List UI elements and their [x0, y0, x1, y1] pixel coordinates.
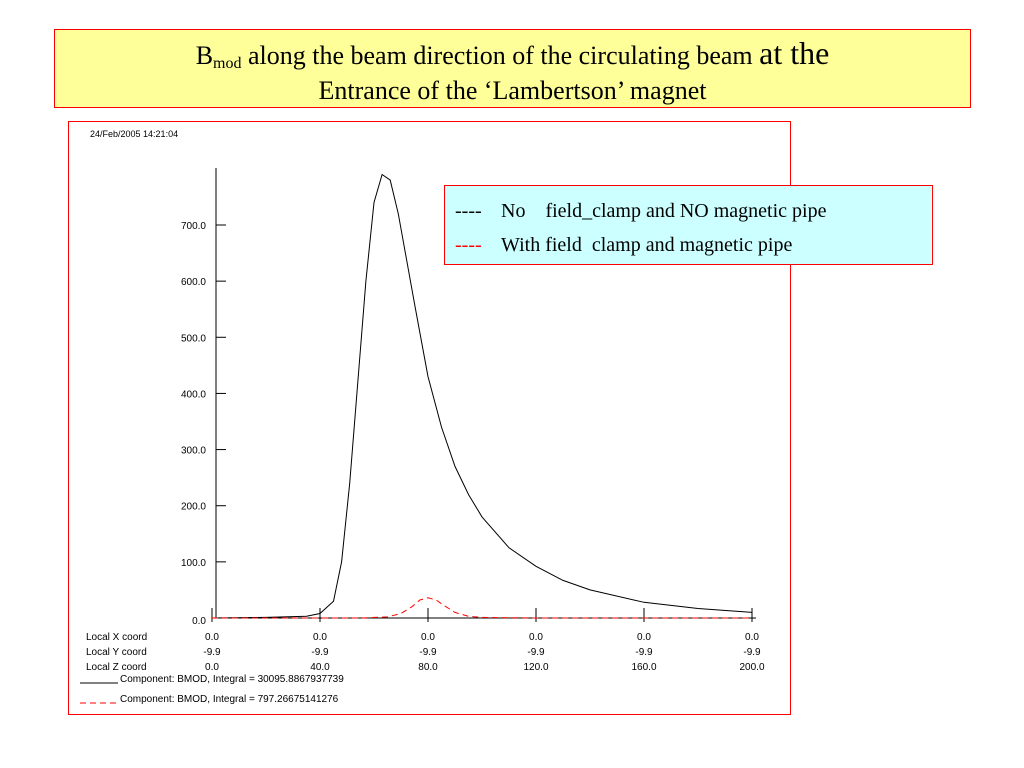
y-tick-label: 200.0 [181, 502, 206, 513]
coord-value: 0.0 [313, 632, 327, 643]
title-line1-text: along the beam direction of the circulat… [241, 41, 760, 70]
title-b-letter: B [195, 41, 214, 70]
legend-row-no-clamp: ---- No field_clamp and NO magnetic pipe [455, 198, 826, 224]
y-tick-label: 500.0 [181, 333, 206, 344]
coord-value: 0.0 [529, 632, 543, 643]
coord-value: -9.9 [419, 647, 437, 658]
title-line-2: Entrance of the ‘Lambertson’ magnet [318, 76, 707, 105]
title-b-subscript: mod [213, 55, 242, 72]
legend-marker-red: ---- [455, 234, 482, 256]
coord-value: 200.0 [739, 662, 764, 673]
coord-row-label: Local Y coord [86, 647, 147, 658]
coord-value: 0.0 [205, 662, 219, 673]
title-line-1: Bmod along the beam direction of the cir… [55, 35, 970, 79]
coord-row-label: Local Z coord [86, 662, 147, 673]
coord-value: 0.0 [421, 632, 435, 643]
y-tick-label: 100.0 [181, 558, 206, 569]
coord-row-label: Local X coord [86, 632, 147, 643]
legend-marker-black: ---- [455, 200, 482, 222]
coord-value: 0.0 [637, 632, 651, 643]
coord-value: 80.0 [418, 662, 438, 673]
coord-value: 40.0 [310, 662, 330, 673]
coord-value: 160.0 [631, 662, 656, 673]
y-tick-label: 700.0 [181, 221, 206, 232]
coord-value: -9.9 [743, 647, 761, 658]
legend-row-with-clamp: ---- With field clamp and magnetic pipe [455, 232, 792, 258]
legend-label-no-clamp: No field_clamp and NO magnetic pipe [501, 200, 827, 222]
coord-value: -9.9 [635, 647, 653, 658]
coord-value: 0.0 [205, 632, 219, 643]
coord-value: -9.9 [527, 647, 545, 658]
chart-timestamp: 24/Feb/2005 14:21:04 [90, 129, 178, 139]
coord-value: 120.0 [523, 662, 548, 673]
coord-value: -9.9 [203, 647, 221, 658]
legend-box: ---- No field_clamp and NO magnetic pipe … [444, 185, 933, 265]
title-line1-big: at the [759, 35, 830, 71]
coord-value: 0.0 [745, 632, 759, 643]
slide-title-box: Bmod along the beam direction of the cir… [54, 29, 971, 108]
y-tick-label: 300.0 [181, 446, 206, 457]
series-line-with-clamp [212, 597, 752, 619]
y-tick-label: 400.0 [181, 389, 206, 400]
y-tick-label: 600.0 [181, 277, 206, 288]
component-integral-label: Component: BMOD, Integral = 30095.886793… [120, 674, 344, 685]
y-tick-label: 0.0 [192, 616, 206, 627]
legend-label-with-clamp: With field clamp and magnetic pipe [501, 234, 793, 256]
series-line-no-clamp [211, 173, 753, 619]
coord-value: -9.9 [311, 647, 329, 658]
component-integral-label: Component: BMOD, Integral = 797.26675141… [120, 694, 339, 705]
